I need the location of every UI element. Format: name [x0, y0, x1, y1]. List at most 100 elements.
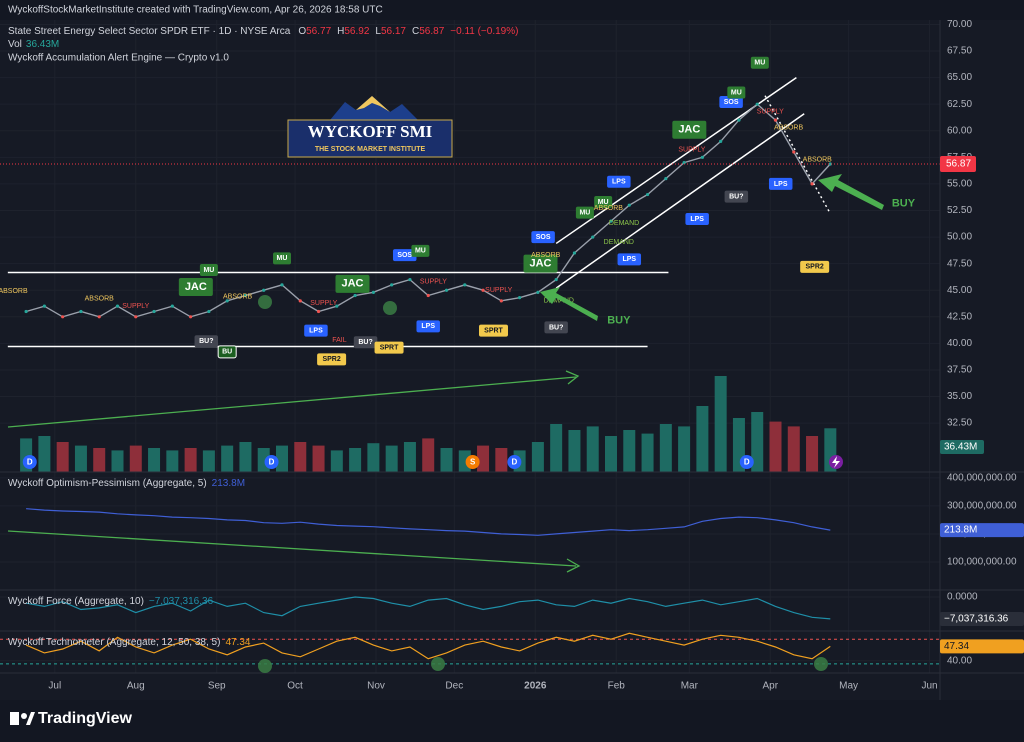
signal-label: ABSORB: [774, 124, 804, 131]
brand: TradingView: [38, 710, 133, 727]
volume-bar: [422, 438, 435, 472]
price-point: [481, 288, 485, 292]
event-icon: [739, 455, 754, 469]
price-point: [316, 309, 321, 314]
y-tick-label: 45.00: [947, 285, 972, 296]
price-point: [609, 219, 613, 223]
low-marker: [258, 659, 272, 673]
price-point: [353, 293, 357, 298]
low-marker: [258, 295, 272, 309]
logo-plate: [287, 119, 453, 158]
series-line: [25, 632, 831, 660]
price-point: [243, 293, 248, 298]
x-tick-label: Mar: [681, 681, 699, 692]
price-point: [664, 176, 668, 181]
signal-box: [194, 335, 219, 348]
volume-bar: [166, 450, 179, 472]
signal-box: [531, 231, 555, 244]
signal-box: [392, 249, 417, 262]
pane-title-value: 213.8M: [212, 478, 245, 489]
pane-title-name: Wyckoff Optimism-Pessimism (Aggregate, 5…: [8, 478, 207, 489]
price-point: [518, 296, 522, 300]
volume-bar: [477, 445, 490, 472]
low-markers: [258, 295, 828, 673]
event-label: S: [470, 458, 476, 467]
volume-bar: [659, 424, 672, 472]
signal-label: BU?: [549, 324, 563, 331]
signal-label: SPRT: [484, 327, 503, 334]
price-point: [225, 299, 229, 303]
ohlc-key: L: [375, 26, 381, 37]
y-tick-label: 65.00: [947, 72, 972, 83]
signal-label: MU: [754, 60, 765, 67]
logo-mountains: [330, 96, 418, 120]
price-point: [134, 315, 138, 319]
volume-bar: [38, 436, 51, 472]
logo-mark: [10, 712, 19, 725]
ohlc-key: O: [298, 26, 306, 37]
y-tick-label: 52.50: [947, 205, 972, 216]
y-tick-label: 60.00: [947, 125, 972, 136]
signal-label: JAC: [529, 258, 551, 270]
event-label: D: [744, 458, 750, 467]
volume-bar: [641, 433, 654, 472]
volume-bar: [294, 442, 307, 472]
volume-bar: [111, 450, 124, 472]
logo-title: WYCKOFF SMI: [308, 122, 433, 141]
volume-bar: [769, 421, 782, 472]
signal-box: [304, 324, 328, 337]
symbol-legend: State Street Energy Select Sector SPDR E…: [8, 26, 518, 37]
price-point: [115, 304, 120, 308]
value-badge: [940, 523, 1024, 538]
pane-title-name: Wyckoff Force (Aggregate, 10): [8, 596, 144, 607]
logo-subtitle: THE STOCK MARKET INSTITUTE: [315, 146, 426, 153]
signal-box: [672, 120, 707, 139]
volume-bar: [74, 445, 87, 472]
lightning: [832, 456, 840, 468]
event-icon: [22, 455, 37, 469]
volume-bar: [221, 445, 234, 472]
price-point: [463, 283, 467, 287]
volume-bar: [806, 436, 819, 472]
y-tick-label: 70.00: [947, 19, 972, 30]
signal-box: [317, 353, 347, 366]
y-tick-label: 100,000,000.00: [947, 557, 1017, 568]
signal-box: [575, 206, 594, 219]
signal-box: [411, 244, 430, 257]
signal-box: [199, 264, 218, 277]
signal-label: SPRT: [380, 344, 399, 351]
price-point: [645, 192, 650, 197]
signal-label: SPR2: [806, 264, 824, 271]
pane-title-value: 47.34: [225, 637, 250, 648]
y-tick-label: 40.00: [947, 655, 972, 666]
buy-label: BUY: [607, 314, 631, 326]
y-tick-label: 50.00: [947, 232, 972, 243]
value-badge-label: 47.34: [944, 641, 969, 652]
signal-box: [800, 260, 830, 273]
pane-title: Wyckoff Optimism-Pessimism (Aggregate, 5…: [8, 478, 245, 489]
signal-label: SPR2: [322, 356, 340, 363]
volume-bar: [623, 430, 636, 472]
price-point: [755, 102, 759, 106]
volume-bar: [751, 412, 764, 472]
x-tick-label: Jul: [48, 681, 61, 692]
pane-title: Wyckoff Technometer (Aggregate, 12, 50, …: [8, 637, 251, 648]
signal-label: BU?: [199, 338, 213, 345]
signal-label: SOS: [397, 252, 412, 259]
ohlc-key: H: [337, 26, 344, 37]
signal-label: SUPPLY: [122, 303, 149, 310]
signal-label: ABSORB: [594, 205, 624, 212]
x-tick-label: Feb: [608, 681, 626, 692]
header-bar: [0, 0, 1024, 20]
y-tick-label: 55.00: [947, 179, 972, 190]
volume-bar: [550, 424, 563, 472]
signal-box: [685, 212, 709, 225]
event-icon: [507, 455, 522, 469]
volume-bar: [714, 376, 727, 472]
signal-box: [353, 336, 378, 349]
signal-label: LPS: [612, 179, 626, 186]
price-point: [335, 304, 339, 308]
volume-badge-label: 36.43M: [944, 442, 977, 453]
symbol: State Street Energy Select Sector SPDR E…: [8, 26, 291, 37]
